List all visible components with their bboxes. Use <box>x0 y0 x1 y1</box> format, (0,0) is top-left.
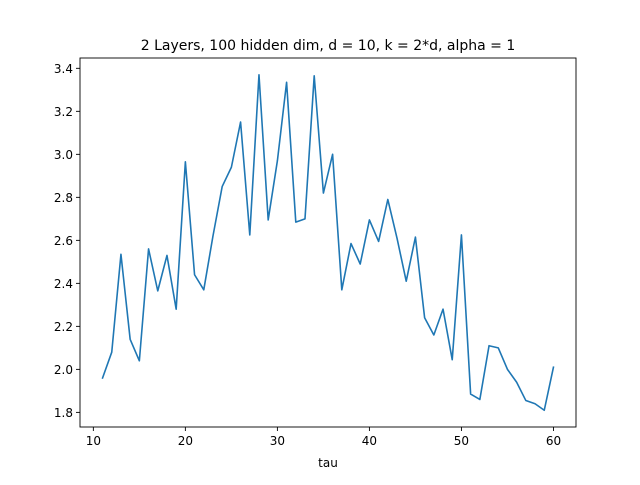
axes-frame <box>79 57 577 428</box>
x-tick-label: 50 <box>454 434 469 448</box>
x-tick-label: 60 <box>546 434 561 448</box>
y-tick-label: 2.4 <box>54 277 73 291</box>
y-tick-label: 2.8 <box>54 191 73 205</box>
plot-area: 10 20 30 40 50 60 1.8 2.0 2.2 2.4 2.6 2.8 3.0 3.2 3.4 <box>54 57 577 448</box>
x-tick-label: 20 <box>178 434 193 448</box>
y-tick-label: 2.6 <box>54 234 73 248</box>
series-line-0 <box>101 73 555 412</box>
y-tick-label: 1.8 <box>54 406 73 420</box>
chart-title: 2 Layers, 100 hidden dim, d = 10, k = 2*… <box>141 38 516 54</box>
x-tick-label: 30 <box>270 434 285 448</box>
x-tick-label: 40 <box>362 434 377 448</box>
y-tick-label: 3.4 <box>54 62 73 76</box>
y-tick-label: 2.2 <box>54 320 73 334</box>
y-tick-label: 3.2 <box>54 105 73 119</box>
y-tick-label: 2.0 <box>54 363 73 377</box>
x-axis-label: tau <box>318 456 338 470</box>
y-tick-label: 3.0 <box>54 148 73 162</box>
x-tick-label: 10 <box>86 434 101 448</box>
